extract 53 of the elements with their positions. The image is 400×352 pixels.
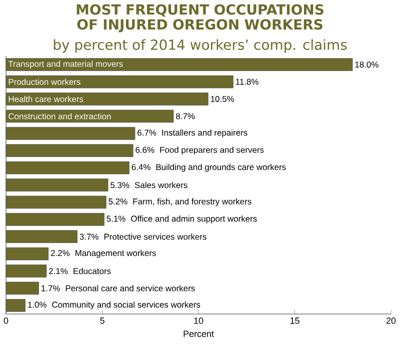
data-label: 6.6% [136,146,154,153]
bar [6,178,108,192]
data-label: 2.1% [49,268,68,274]
y-tick-label: Sales workers [134,182,188,188]
chart-title: MOST FREQUENT OCCUPATIONS OF INJURED OREGON WORKERS [76,4,324,32]
data-label: 5.1% [106,216,126,222]
data-label: 8.7% [176,113,195,120]
data-label: 5.2% [108,198,128,204]
bar [6,144,134,157]
data-label: 1.7% [42,285,60,292]
y-tick-label: Food preparers and servers [160,146,264,155]
y-tick-label: Installers and repairers [162,129,248,138]
bar [6,196,106,209]
data-label: 10.5% [210,96,234,102]
y-tick-label: Construction and extraction [8,113,111,120]
y-tick-label: Health care workers [8,96,84,102]
bar [6,230,78,243]
data-label: 2.2% [50,250,70,256]
chart-subtitle: by percent of 2014 workers’ comp. claims [54,39,347,53]
y-tick-label: Production workers [8,78,80,85]
bar [6,213,104,226]
y-tick-label: Farm, fish, and forestry workers [133,198,252,206]
bar [6,299,26,312]
data-label: 3.7% [80,234,98,240]
x-tick-label: 10 [194,318,204,324]
x-tick-label: 0 [4,318,8,324]
y-tick-label: Management workers [76,250,156,258]
bar [6,264,47,278]
y-tick-label: Office and admin support workers [131,215,257,224]
data-label: 1.0% [28,302,46,308]
bar [6,127,136,140]
bar [6,247,49,260]
data-label: 18.0% [355,62,378,68]
data-label: 5.3% [110,182,130,188]
y-tick-label: Building and grounds care workers [156,164,286,172]
bar [6,282,39,295]
y-tick-label: Community and social services workers [52,301,200,310]
bar [6,110,174,123]
data-label: 6.7% [138,130,156,136]
x-tick-label: 5 [100,318,104,324]
data-label: 6.4% [132,164,150,170]
bar [6,75,234,88]
bar [6,161,130,174]
data-label: 11.8% [236,78,258,85]
x-tick-label: 20 [386,318,396,324]
y-tick-label: Transport and material movers [8,60,123,69]
x-axis-title: Percent [184,330,214,337]
x-tick-label: 15 [290,318,300,324]
bar [6,58,353,71]
y-tick-label: Personal care and service workers [66,285,195,292]
y-tick-label: Protective services workers [104,233,206,240]
bar [6,92,208,106]
y-tick-label: Educators [74,268,111,274]
